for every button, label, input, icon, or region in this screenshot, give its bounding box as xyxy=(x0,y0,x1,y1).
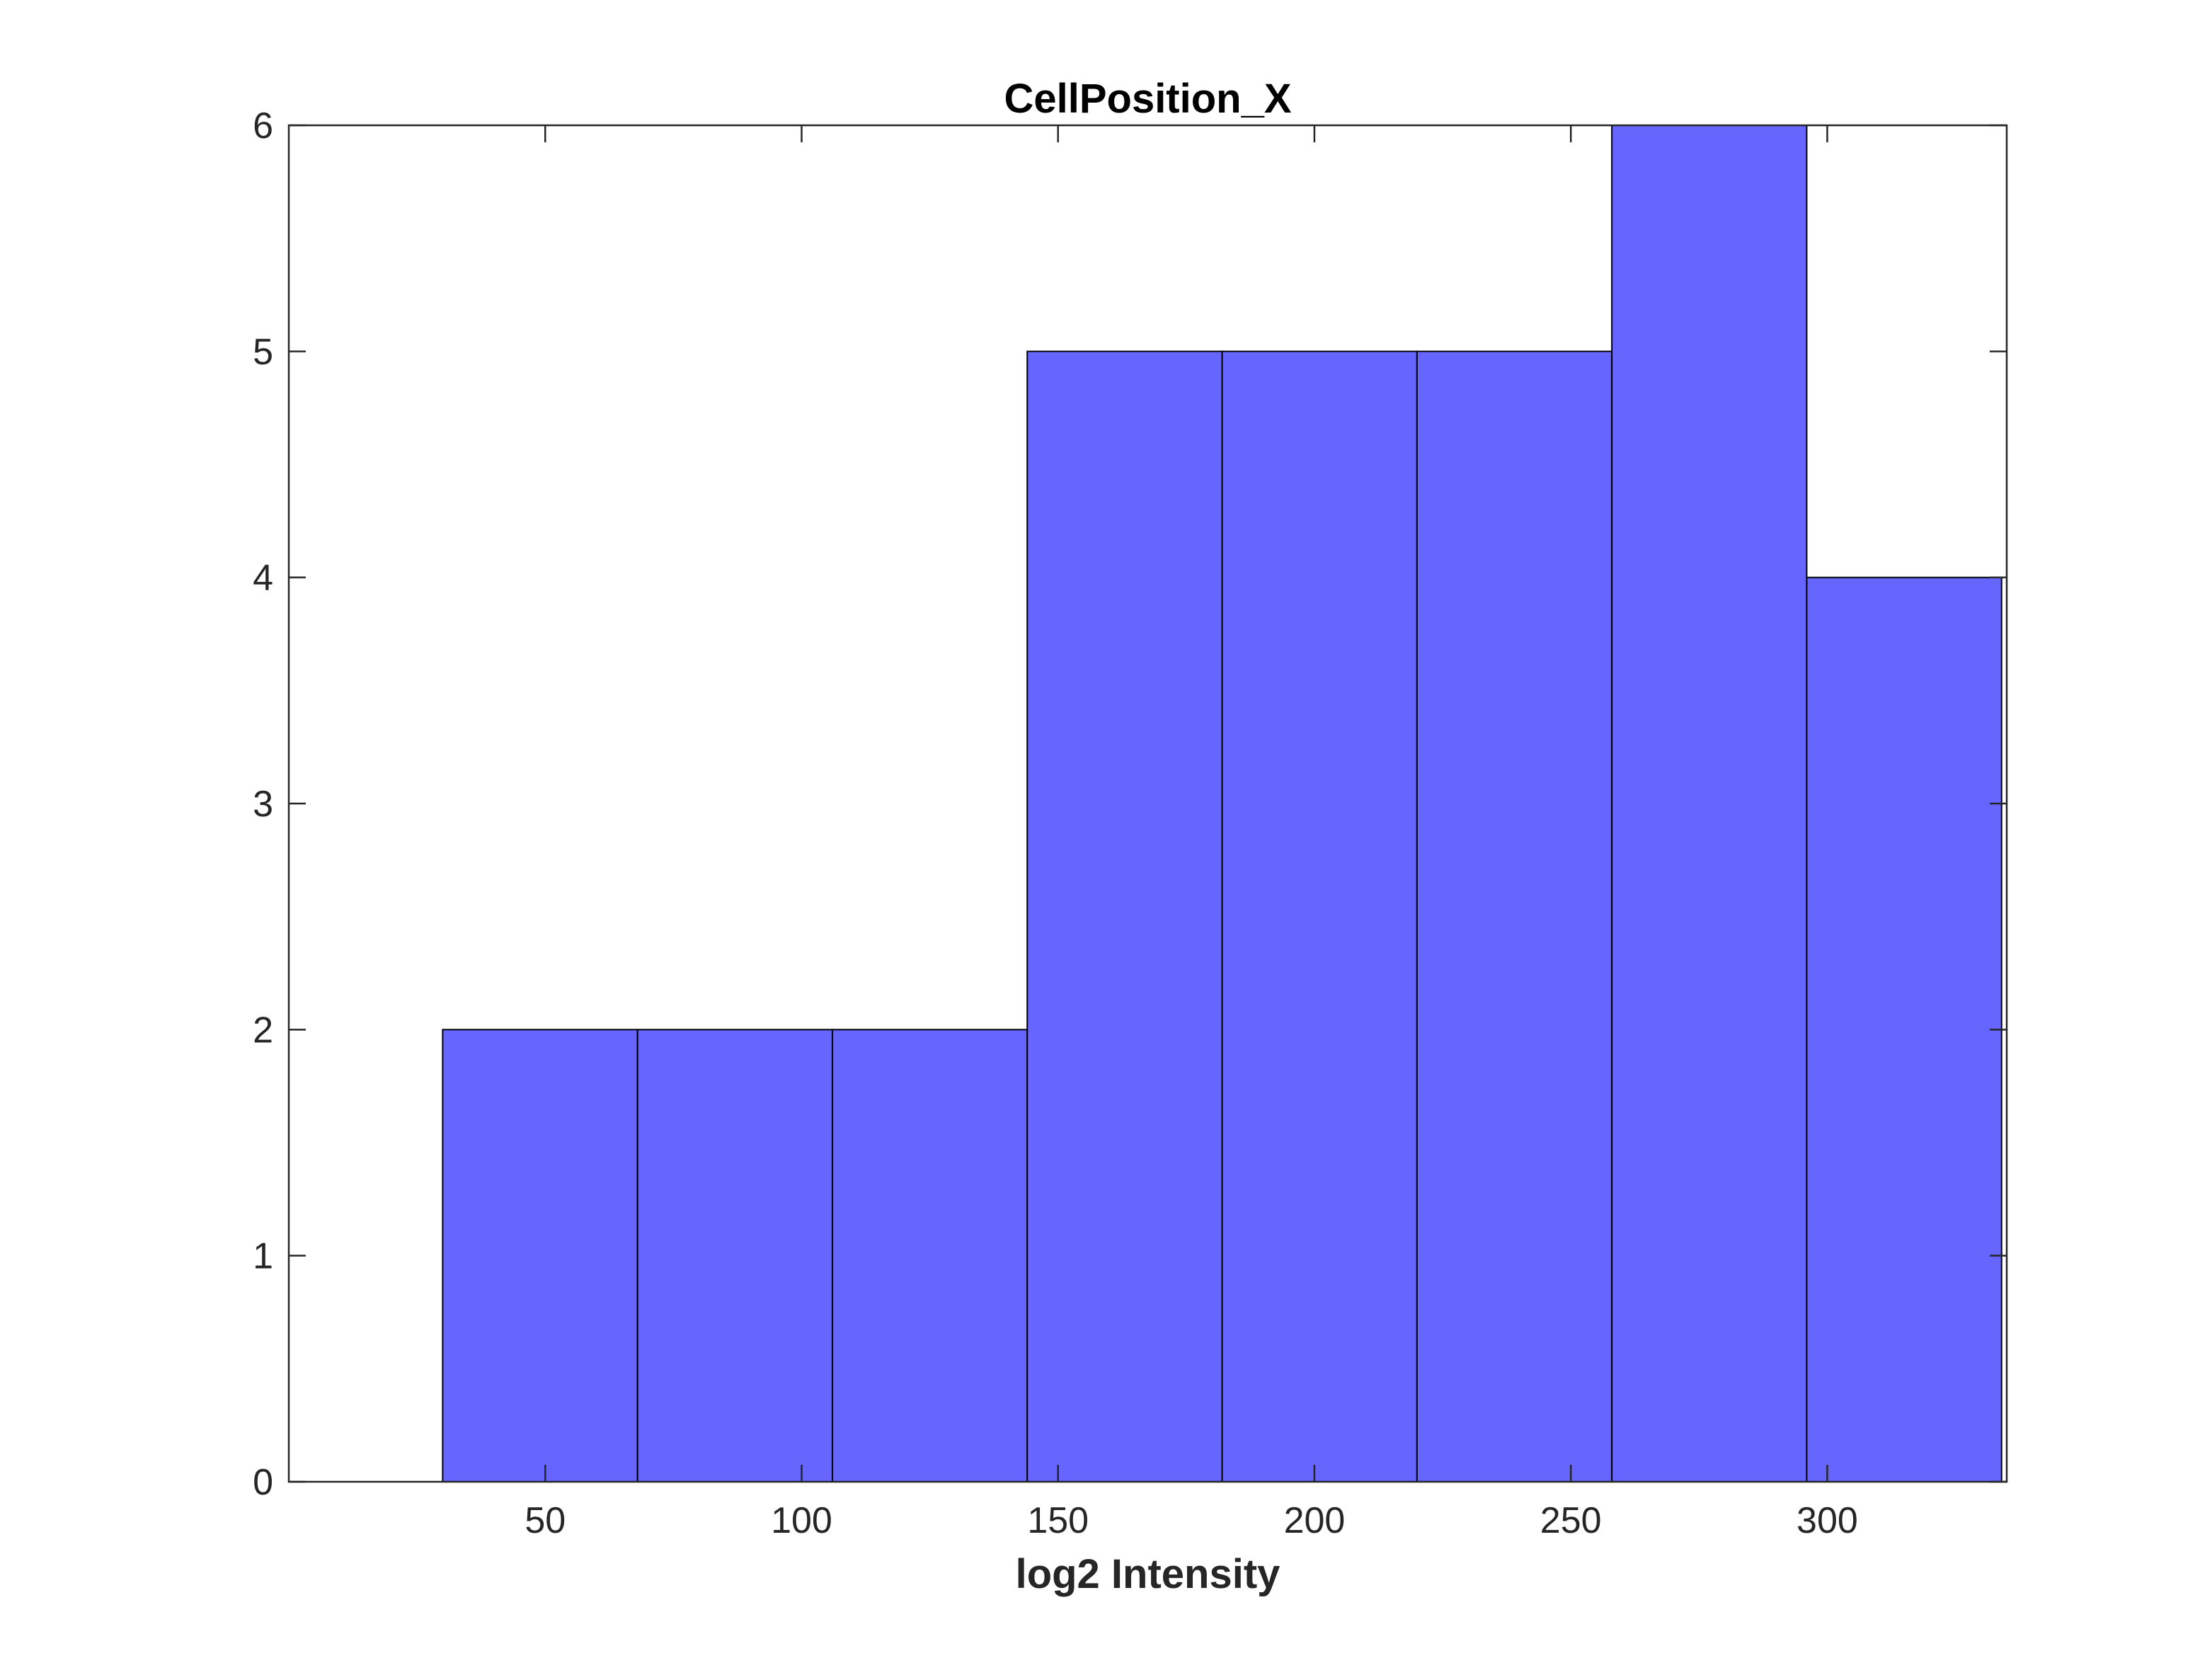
y-tick-label: 0 xyxy=(253,1462,273,1503)
y-tick-label: 1 xyxy=(253,1236,273,1277)
x-tick-label: 250 xyxy=(1540,1500,1602,1541)
histogram-bar xyxy=(1221,350,1418,1482)
x-tick-label: 300 xyxy=(1796,1500,1858,1541)
histogram-bar xyxy=(1806,576,2002,1483)
histogram-bar xyxy=(831,1029,1028,1483)
ticks-layer: 50 100 150 200 250 300 0 1 2 3 4 5 6 xyxy=(253,105,2007,1541)
histogram-bar xyxy=(442,1029,638,1483)
x-tick-label: 100 xyxy=(771,1500,832,1541)
chart-title: CellPosition_X xyxy=(1004,76,1291,122)
x-axis-label: log2 Intensity xyxy=(1016,1551,1280,1597)
y-tick-label: 5 xyxy=(253,331,273,372)
x-tick-label: 150 xyxy=(1027,1500,1089,1541)
histogram-bar xyxy=(1416,350,1613,1482)
y-tick-label: 2 xyxy=(253,1010,273,1051)
y-tick-label: 6 xyxy=(253,105,273,147)
histogram-bar xyxy=(1026,350,1223,1482)
y-tick-label: 4 xyxy=(253,558,273,599)
x-tick-label: 50 xyxy=(525,1500,566,1541)
x-tick-label: 200 xyxy=(1284,1500,1346,1541)
histogram-bar xyxy=(636,1029,833,1483)
bars-layer xyxy=(442,125,2002,1483)
y-tick-label: 3 xyxy=(253,784,273,825)
histogram-bar xyxy=(1611,125,1808,1482)
